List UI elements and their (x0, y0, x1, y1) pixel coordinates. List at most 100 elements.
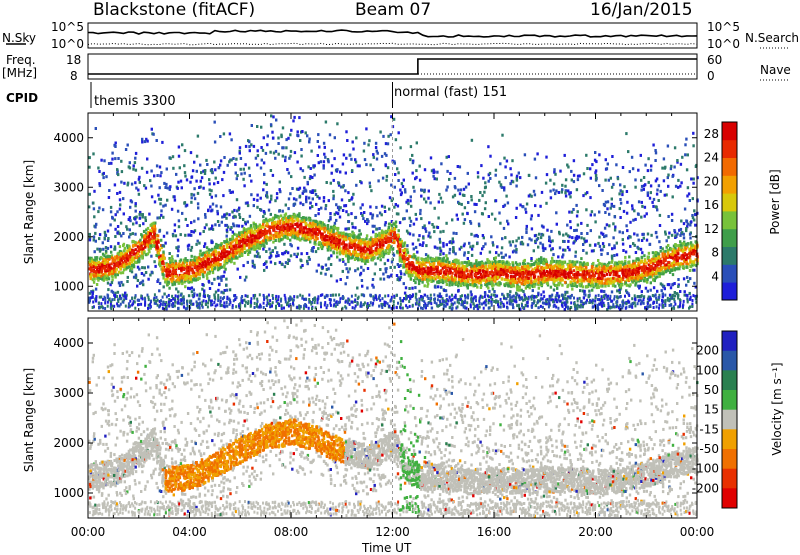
power-cell (247, 166, 251, 170)
power-cell (111, 278, 114, 282)
power-cell (473, 210, 477, 214)
power-cell (251, 259, 254, 263)
power-cell (425, 244, 428, 248)
power-cell (385, 153, 388, 157)
power-cell (198, 303, 201, 307)
power-cell (397, 131, 400, 135)
power-cell (426, 272, 429, 276)
power-cell (119, 267, 122, 270)
power-cell (126, 249, 129, 253)
power-cell (208, 227, 211, 231)
power-cell (372, 168, 375, 172)
power-cell (424, 229, 428, 233)
power-cell (198, 252, 202, 256)
power-cell (107, 237, 110, 240)
power-cell (260, 234, 263, 238)
power-cell (304, 131, 307, 135)
power-cell (200, 269, 204, 273)
power-cell (347, 249, 350, 253)
power-cell (451, 237, 454, 241)
power-cell (228, 251, 231, 255)
power-cell (173, 223, 177, 227)
power-cell (161, 266, 165, 270)
power-cell (97, 263, 101, 267)
power-cell (111, 151, 114, 155)
power-cell (441, 200, 444, 204)
power-cell (185, 203, 189, 207)
power-cell (253, 239, 257, 243)
power-cell (122, 232, 125, 235)
power-cell (138, 212, 141, 216)
power-cell (133, 256, 136, 260)
power-cell (201, 273, 205, 277)
power-cell (142, 251, 146, 255)
power-cell (144, 232, 148, 236)
power-cell (117, 281, 121, 285)
power-cell (386, 142, 390, 146)
power-cell (177, 225, 181, 229)
power-cell (386, 258, 390, 262)
power-cell (338, 238, 342, 242)
power-cell (88, 236, 92, 240)
power-cell (121, 271, 125, 275)
power-cell (199, 163, 202, 167)
power-cell (156, 174, 159, 177)
power-cell (395, 225, 398, 229)
power-cell (325, 181, 328, 184)
power-cell (372, 301, 375, 305)
power-cell (189, 151, 193, 155)
power-cell (210, 299, 213, 303)
power-cell (470, 272, 473, 276)
power-cell (244, 144, 248, 148)
power-cell (403, 217, 406, 221)
power-cell (223, 213, 226, 217)
noise-tick-low-left: 10^0 (51, 37, 84, 51)
power-cell (356, 267, 360, 271)
power-cell (174, 297, 176, 301)
power-cell (366, 286, 369, 290)
power-cell (123, 294, 126, 298)
power-cell (380, 213, 383, 217)
power-cell (250, 228, 253, 232)
power-cell (246, 260, 249, 264)
power-cell (92, 235, 96, 239)
power-cell (403, 291, 407, 295)
power-cell (109, 268, 112, 272)
power-cell (197, 217, 200, 221)
power-cell (241, 301, 244, 305)
power-cell (124, 291, 127, 295)
power-cell (203, 245, 206, 248)
power-cell (88, 232, 91, 236)
power-cell (189, 302, 192, 306)
power-cell (445, 283, 448, 286)
power-cell (274, 262, 277, 266)
power-cell (369, 163, 372, 167)
power-cell (271, 225, 274, 229)
power-cell (406, 244, 409, 248)
power-cell (341, 209, 345, 212)
power-cell (166, 278, 169, 282)
power-cell (165, 274, 168, 278)
power-cell (148, 250, 151, 254)
power-cell (131, 263, 134, 267)
power-cell (253, 265, 256, 269)
power-cell (458, 165, 462, 169)
power-cell (167, 293, 170, 297)
power-cell (340, 198, 344, 202)
power-cell (216, 209, 219, 213)
power-cell (237, 248, 240, 252)
power-cell (217, 166, 221, 170)
power-cell (301, 296, 304, 300)
power-cell (235, 240, 239, 244)
power-cell (147, 243, 150, 247)
power-cell (275, 192, 279, 196)
power-cell (180, 273, 183, 277)
power-cell (162, 276, 165, 280)
power-cell (393, 205, 396, 209)
power-cell (127, 218, 130, 221)
power-cell (122, 300, 125, 304)
power-cell (399, 193, 403, 197)
power-cell (341, 185, 345, 189)
power-cell (194, 264, 198, 268)
power-cell (111, 304, 114, 308)
